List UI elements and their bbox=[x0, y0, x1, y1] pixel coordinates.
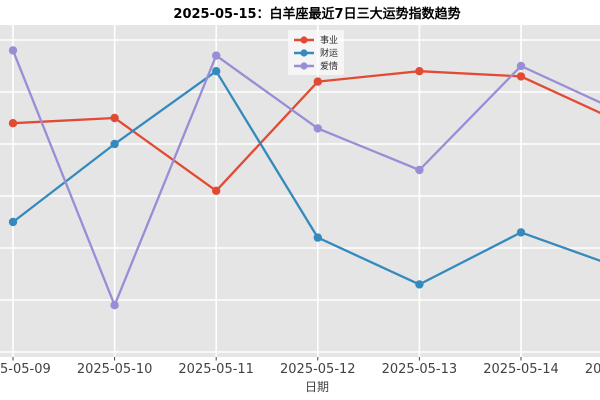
legend-label: 事业 bbox=[320, 36, 339, 46]
chart-title: 2025-05-15：白羊座最近7日三大运势指数趋势 bbox=[173, 7, 461, 22]
legend-item-2: 爱情 bbox=[294, 59, 338, 72]
data-point bbox=[415, 165, 424, 175]
data-point bbox=[313, 77, 322, 86]
data-point bbox=[110, 301, 119, 310]
legend-label: 财运 bbox=[320, 49, 339, 59]
data-point bbox=[110, 139, 119, 149]
data-point bbox=[313, 233, 322, 242]
data-point bbox=[313, 124, 322, 133]
data-point bbox=[110, 113, 119, 123]
plot-area bbox=[0, 25, 600, 357]
x-axis-label: 日期 bbox=[304, 380, 330, 394]
data-point bbox=[516, 61, 526, 71]
data-point bbox=[415, 67, 424, 76]
data-point bbox=[8, 46, 18, 55]
data-point bbox=[212, 67, 221, 76]
legend-marker-icon bbox=[294, 61, 314, 70]
data-point bbox=[415, 280, 424, 289]
data-point bbox=[212, 186, 221, 195]
legend-item-1: 财运 bbox=[294, 46, 338, 59]
legend-marker-icon bbox=[294, 35, 314, 44]
data-point bbox=[516, 72, 526, 81]
data-point bbox=[516, 228, 526, 237]
legend-marker-icon bbox=[294, 48, 314, 57]
legend-item-0: 事业 bbox=[294, 33, 338, 46]
data-point bbox=[8, 119, 18, 128]
data-point bbox=[8, 217, 18, 227]
legend-label: 爱情 bbox=[320, 62, 339, 72]
data-point bbox=[212, 51, 221, 60]
chart-legend: 事业 财运 爱情 bbox=[288, 30, 345, 75]
